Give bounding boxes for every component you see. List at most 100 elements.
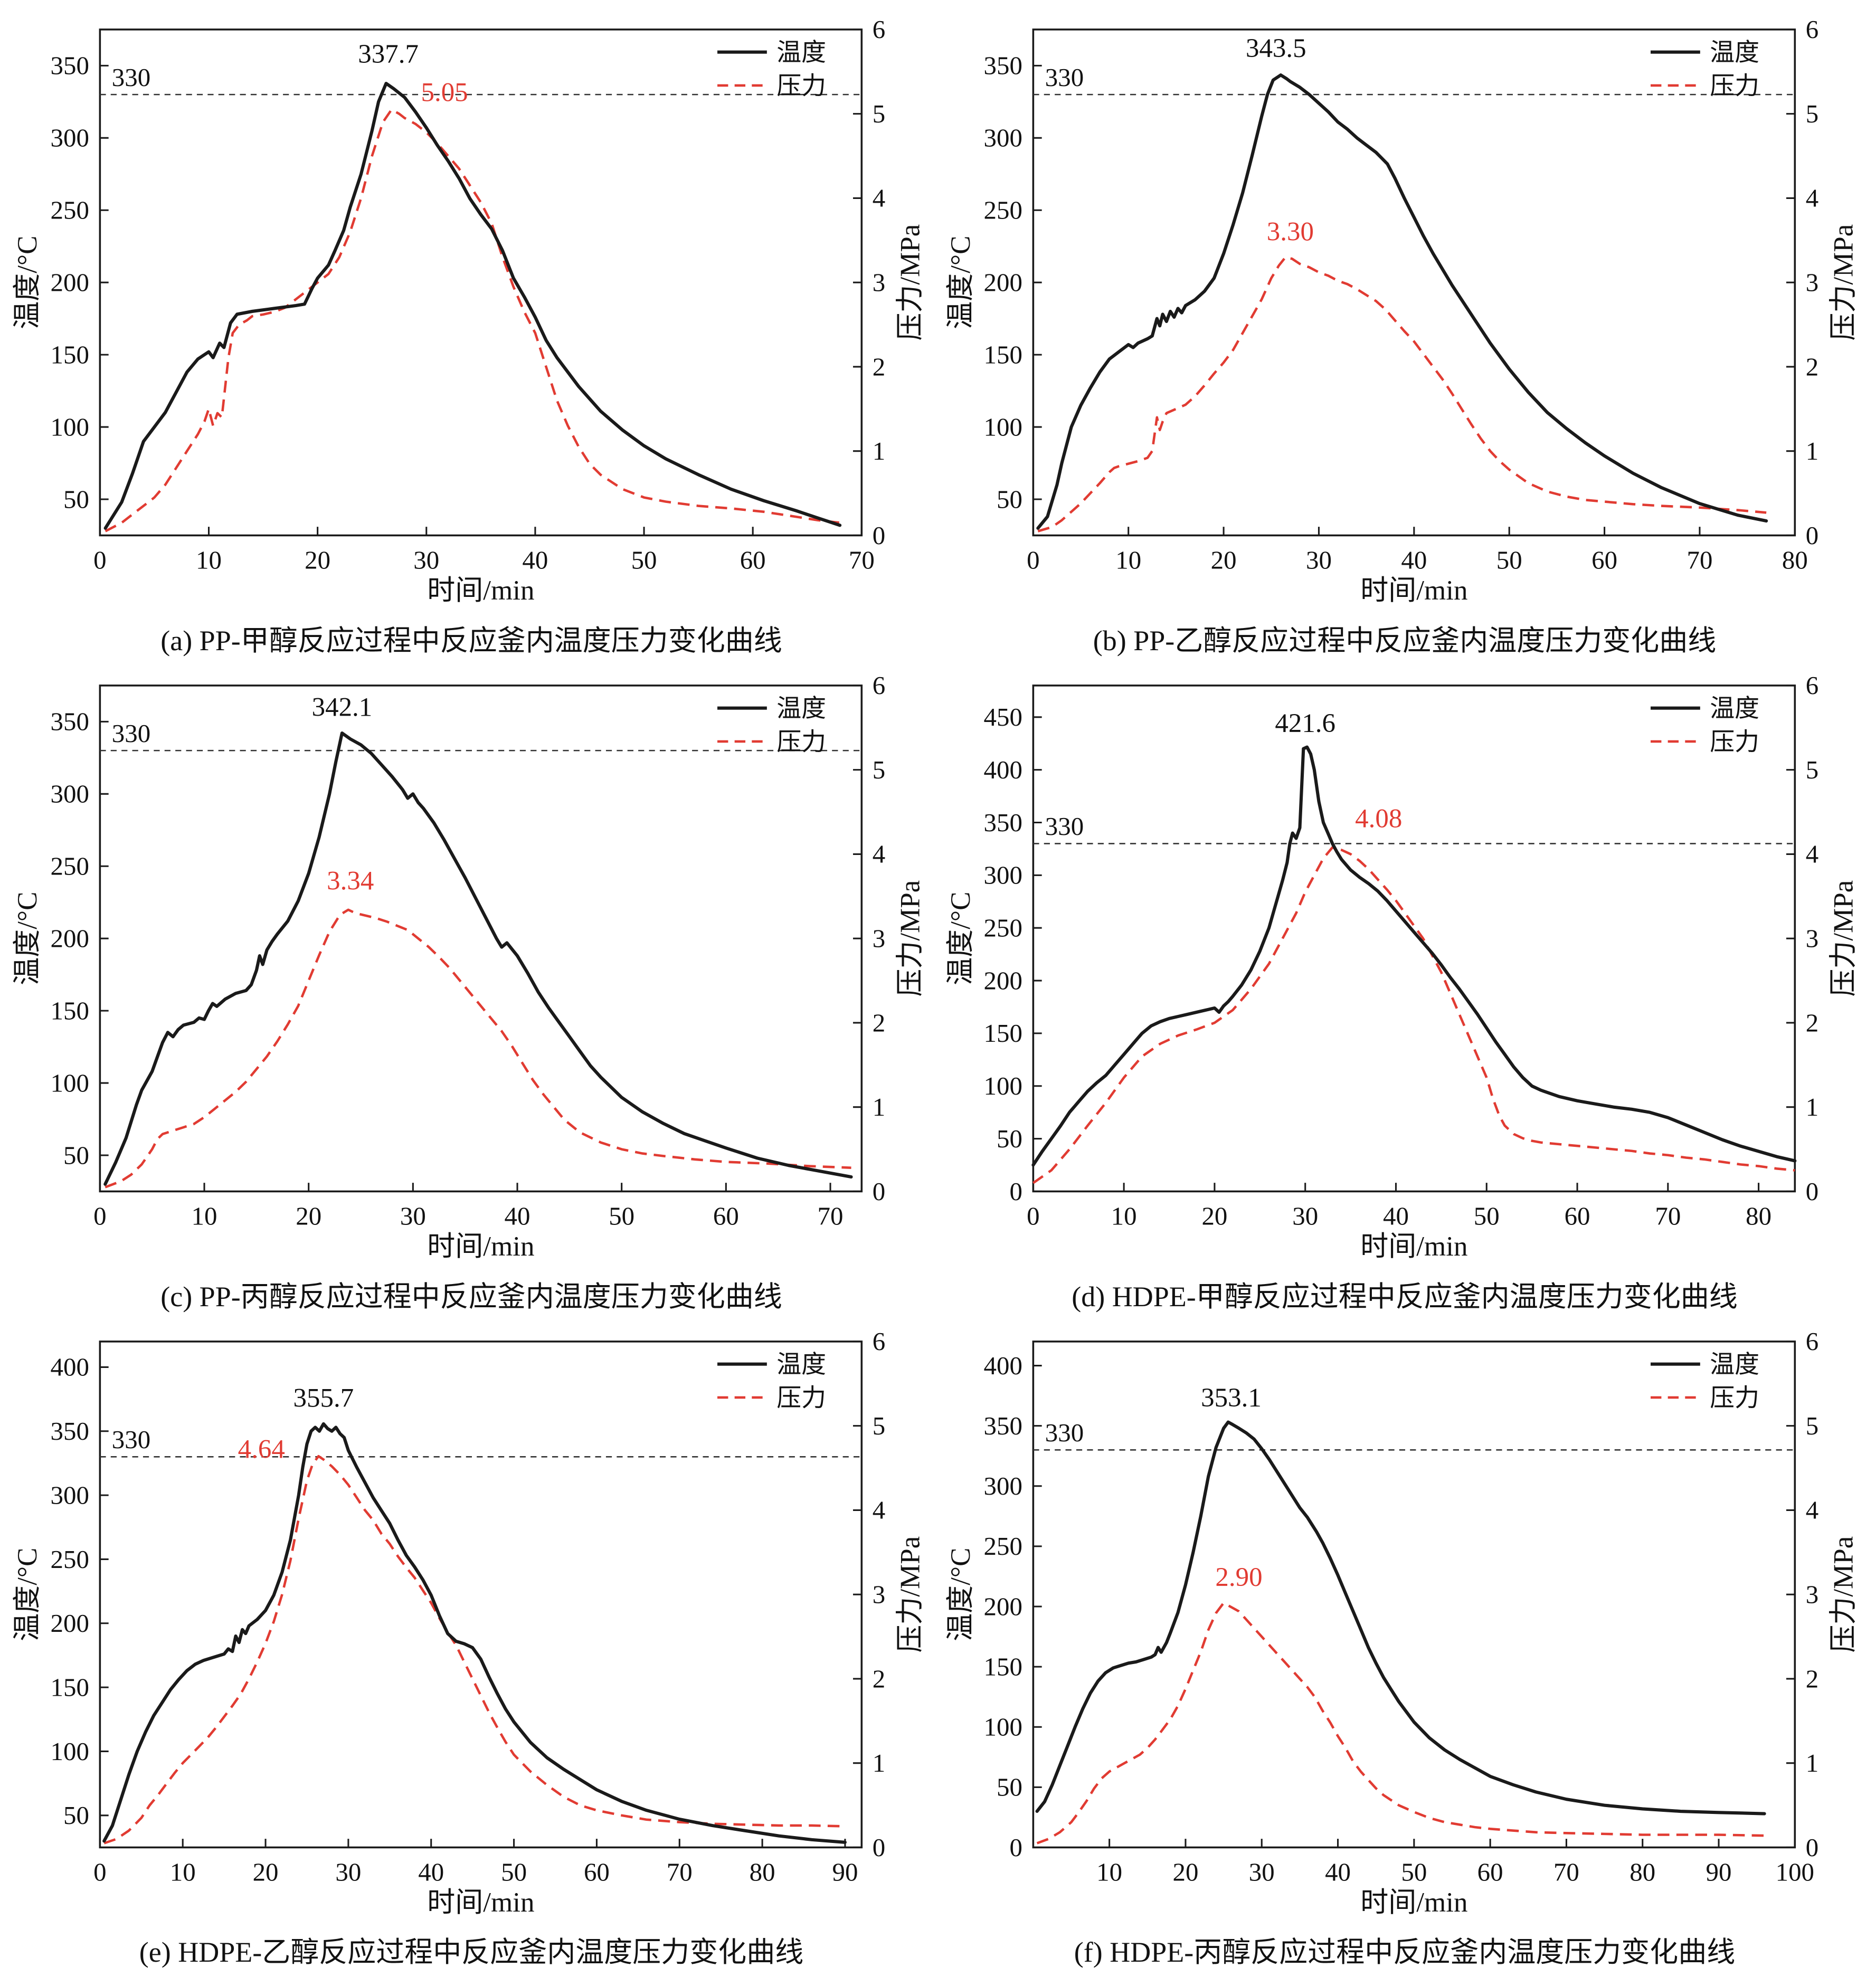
- pressure-peak-label: 2.90: [1215, 1563, 1262, 1592]
- pressure-line: [103, 1455, 845, 1845]
- plot-frame: [1032, 1340, 1796, 1848]
- y-right-tick-label: 2: [873, 1008, 885, 1037]
- plot-frame: [1032, 684, 1796, 1193]
- x-tick-label: 50: [1474, 1201, 1500, 1230]
- x-tick-label: 30: [1249, 1857, 1275, 1886]
- chart-caption-d: (d) HDPE-甲醇反应过程中反应釜内温度压力变化曲线: [1072, 1280, 1738, 1313]
- y-right-tick-label: 6: [873, 1327, 885, 1356]
- y-left-tick-label: 250: [984, 1532, 1022, 1561]
- y-left-tick-label: 100: [984, 1712, 1022, 1741]
- legend-pressure-label: 压力: [776, 728, 826, 756]
- pressure-line: [1032, 846, 1795, 1184]
- reference-label: 330: [1045, 1418, 1084, 1447]
- y-right-tick-label: 2: [1806, 1664, 1818, 1693]
- y-left-tick-label: 200: [51, 268, 89, 297]
- x-tick-label: 50: [631, 546, 657, 575]
- y-left-tick-label: 250: [51, 196, 89, 225]
- y-left-tick-label: 50: [997, 1124, 1022, 1153]
- chart-c: 0 10 20 30 40 50 60 705010015020025030035001234…: [12, 671, 925, 1262]
- x-tick-label: 10: [170, 1857, 196, 1886]
- y-right-tick-label: 0: [873, 1177, 885, 1206]
- chart-caption-a: (a) PP-甲醇反应过程中反应釜内温度压力变化曲线: [160, 624, 782, 657]
- chart-caption-c: (c) PP-丙醇反应过程中反应釜内温度压力变化曲线: [160, 1280, 782, 1313]
- temperature-peak-label: 343.5: [1246, 34, 1306, 63]
- x-tick-label: 10: [1111, 1201, 1137, 1230]
- pressure-peak-label: 3.30: [1267, 217, 1314, 246]
- temperature-line: [1031, 745, 1797, 1167]
- y-left-tick-label: 350: [51, 51, 89, 80]
- chart-panel-d: 0 10 20 30 40 50 60 70 80 0 50 100 150 200 250 300 350 40…: [942, 661, 1868, 1316]
- x-axis-title: 时间/min: [427, 1887, 534, 1917]
- y-right-tick-label: 6: [1806, 671, 1818, 700]
- y-right-tick-label: 1: [873, 1748, 885, 1778]
- x-tick-label: 50: [1496, 546, 1522, 575]
- y-right-axis-title: 压力/MPa: [895, 880, 925, 997]
- x-axis-title: 时间/min: [1360, 1887, 1467, 1917]
- legend-temperature-label: 温度: [1710, 1351, 1759, 1379]
- chart-caption-b: (b) PP-乙醇反应过程中反应釜内温度压力变化曲线: [1093, 624, 1717, 657]
- pressure-peak-label: 4.64: [238, 1434, 285, 1464]
- y-right-tick-label: 6: [1806, 15, 1818, 44]
- y-left-tick-label: 150: [984, 1019, 1022, 1048]
- y-left-tick-label: 150: [51, 1672, 89, 1702]
- x-axis-title: 时间/min: [427, 575, 534, 606]
- chart-a: 0 10 20 30 40 50 60 70 50 100 150 200 250 300 350 0 1 2 3 4…: [12, 15, 925, 606]
- y-right-tick-label: 0: [873, 1832, 885, 1861]
- reference-label: 330: [112, 1425, 150, 1454]
- legend-pressure-label: 压力: [776, 1384, 826, 1412]
- reference-label: 330: [1045, 63, 1084, 92]
- x-tick-label: 20: [1211, 546, 1237, 575]
- reference-label: 330: [112, 719, 150, 748]
- y-left-tick-label: 150: [984, 340, 1022, 369]
- temperature-line: [102, 1422, 847, 1844]
- chart-b: 0 10 20 30 40 50 60 70 80 50 100 150 200 250 300 350 0 1 2…: [945, 15, 1859, 606]
- y-right-tick-label: 2: [1806, 352, 1818, 381]
- x-tick-label: 80: [1782, 546, 1808, 575]
- x-tick-label: 10: [1096, 1857, 1122, 1886]
- pressure-line: [105, 908, 851, 1189]
- x-tick-label: 40: [418, 1857, 444, 1886]
- y-left-tick-label: 350: [984, 51, 1022, 80]
- temperature-peak-label: 353.1: [1201, 1383, 1262, 1413]
- y-left-tick-label: 100: [984, 1071, 1022, 1100]
- y-right-tick-label: 3: [1806, 268, 1818, 297]
- y-left-tick-label: 150: [51, 996, 89, 1025]
- x-tick-label: 10: [196, 546, 222, 575]
- x-tick-label: 70: [1553, 1857, 1579, 1886]
- x-tick-label: 60: [584, 1857, 610, 1886]
- x-tick-label: 90: [1706, 1857, 1732, 1886]
- y-right-tick-label: 4: [873, 1495, 885, 1524]
- x-tick-label: 40: [505, 1201, 530, 1230]
- legend-pressure-label: 压力: [776, 72, 826, 100]
- y-right-tick-label: 6: [873, 15, 885, 44]
- y-left-axis-title: 温度/°C: [945, 1547, 976, 1641]
- temperature-line: [103, 731, 853, 1186]
- y-right-tick-label: 4: [873, 184, 885, 213]
- temperature-peak-label: 421.6: [1275, 709, 1335, 738]
- y-left-tick-label: 350: [51, 1417, 89, 1446]
- plot-frame: [1032, 28, 1796, 537]
- y-left-tick-label: 50: [997, 1772, 1022, 1801]
- y-right-tick-label: 1: [1806, 436, 1818, 465]
- y-right-axis-title: 压力/MPa: [895, 224, 925, 341]
- y-right-tick-label: 2: [1806, 1008, 1818, 1037]
- chart-e: 0 10 20 30 40 50 60 70 80 90501001502002503003504…: [12, 1327, 925, 1918]
- x-tick-label: 70: [818, 1201, 844, 1230]
- temperature-peak-label: 355.7: [293, 1383, 354, 1413]
- y-left-tick-label: 350: [984, 808, 1022, 837]
- chart-panel-e: 0 10 20 30 40 50 60 70 80 90 50 100 150 200 250 300 350 4…: [8, 1317, 934, 1972]
- y-right-tick-label: 5: [873, 1411, 885, 1440]
- x-tick-label: 10: [192, 1201, 217, 1230]
- y-right-tick-label: 5: [873, 99, 885, 128]
- y-left-tick-label: 450: [984, 702, 1022, 731]
- y-right-tick-label: 1: [1806, 1092, 1818, 1121]
- y-left-tick-label: 150: [984, 1652, 1022, 1681]
- pressure-peak-label: 4.08: [1355, 804, 1402, 833]
- x-tick-label: 0: [1027, 546, 1039, 575]
- y-left-tick-label: 250: [984, 196, 1022, 225]
- y-left-axis-title: 温度/°C: [945, 236, 976, 329]
- chart-f: 10 20 30 40 50 60 70 80 90 1000501001502002503003…: [945, 1327, 1859, 1918]
- y-right-tick-label: 4: [1806, 1495, 1818, 1524]
- x-tick-label: 20: [305, 546, 330, 575]
